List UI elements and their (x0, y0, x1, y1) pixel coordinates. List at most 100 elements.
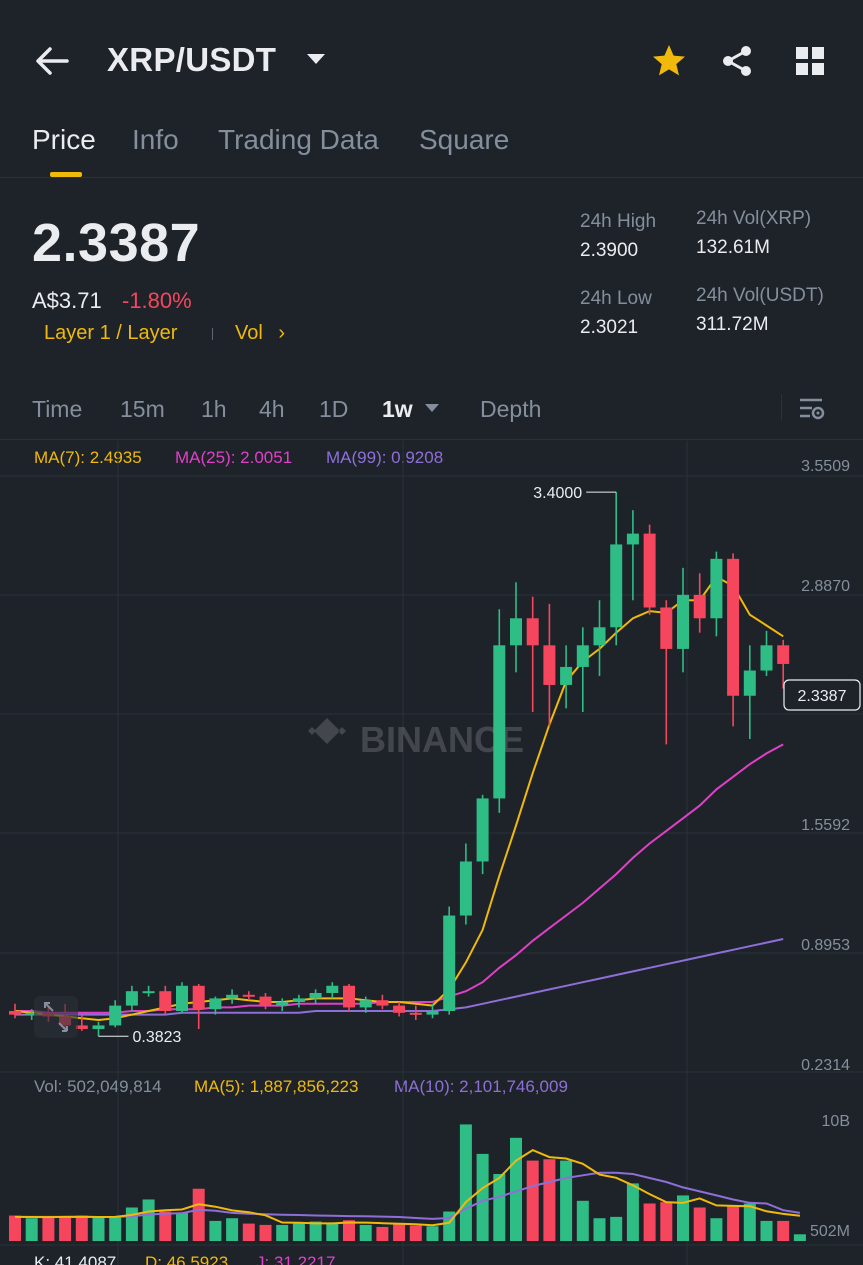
interval-15m[interactable]: 15m (120, 396, 165, 422)
share-icon[interactable] (720, 44, 754, 78)
volume-bar (359, 1224, 372, 1241)
candle-body (326, 985, 339, 993)
vol-tick-label: 10B (822, 1113, 850, 1130)
tab-info[interactable]: Info (132, 124, 179, 155)
tab-trading-data[interactable]: Trading Data (218, 124, 379, 155)
volume-bar (743, 1203, 756, 1241)
volume-bar (176, 1212, 188, 1241)
candle-body (710, 558, 723, 619)
vol-link[interactable]: Vol › (235, 322, 285, 345)
candle-body (677, 594, 689, 649)
interval-1w[interactable]: 1w (382, 396, 413, 422)
volume-bar (343, 1220, 355, 1241)
tab-price[interactable]: Price (32, 124, 96, 155)
volume-bar (710, 1218, 723, 1241)
legend-ma25: MA(25): 2.0051 (175, 448, 293, 467)
category-tag[interactable]: Layer 1 / Layer (44, 322, 178, 344)
vol-tick-label: 502M (810, 1223, 850, 1240)
volume-bar (292, 1222, 305, 1241)
candle-body (393, 1005, 406, 1013)
volume-bar (326, 1223, 339, 1241)
tab-square[interactable]: Square (419, 124, 510, 155)
legend-ma99: MA(99): 0.9208 (326, 448, 444, 467)
volume-bar (493, 1174, 506, 1241)
candle-body (593, 627, 606, 646)
interval-depth[interactable]: Depth (480, 396, 542, 422)
interval-1h[interactable]: 1h (201, 396, 227, 422)
candle-body (643, 533, 656, 608)
volume-bar (643, 1203, 656, 1241)
candle-body (576, 645, 589, 667)
y-tick-label: 3.5509 (801, 458, 850, 475)
candle-body (476, 798, 489, 862)
volume-bar (593, 1218, 606, 1241)
interval-4h[interactable]: 4h (259, 396, 285, 422)
expand-button (34, 996, 78, 1038)
candle-body (610, 544, 623, 628)
volume-bar (793, 1234, 806, 1241)
binance-logo-icon (308, 718, 346, 744)
stat-vol-usdt-value: 311.72M (696, 314, 769, 335)
last-price-tag: 2.3387 (798, 688, 847, 705)
candle-body (743, 670, 756, 696)
y-tick-label: 2.8870 (801, 578, 850, 595)
volume-bar (459, 1124, 472, 1241)
volume-bar (242, 1223, 255, 1241)
volume-bar (42, 1217, 55, 1241)
legend-ma7: MA(7): 2.4935 (34, 448, 142, 467)
candle-body (376, 1000, 389, 1006)
volume-bar (677, 1195, 689, 1241)
volume-bar (610, 1216, 623, 1241)
stat-vol-xrp-value: 132.61M (696, 237, 770, 258)
stat-24h-high-value: 2.3900 (580, 240, 639, 261)
legend-d: D: 46.5923 (145, 1253, 229, 1265)
pair-title[interactable]: XRP/USDT (107, 41, 277, 78)
legend-vol-ma5: MA(5): 1,887,856,223 (194, 1077, 359, 1096)
price-chart[interactable]: BINANCE 3.4000 0.3823 3.5509 2.8870 1.5592 0.8… (0, 441, 863, 1265)
ma25-line (15, 743, 784, 1014)
candle-body (142, 991, 155, 994)
candle-body (192, 985, 205, 1010)
grid-icon[interactable] (795, 46, 825, 76)
back-arrow-icon[interactable] (34, 44, 70, 78)
interval-caret-icon[interactable] (425, 404, 439, 412)
candle-body (292, 998, 305, 1003)
candle-body (343, 985, 355, 1008)
vol-ma10-line (15, 1171, 801, 1220)
ma7-line (14, 575, 784, 1022)
active-tab-indicator (50, 172, 82, 177)
volume-bar (393, 1223, 406, 1241)
candle-body (25, 1012, 38, 1015)
volume-bar (142, 1199, 155, 1241)
volume-bar (777, 1220, 790, 1241)
caret-down-icon[interactable] (307, 54, 325, 64)
stat-24h-low-label: 24h Low (580, 288, 652, 309)
stat-vol-xrp-label: 24h Vol(XRP) (696, 208, 812, 229)
last-price: 2.3387 (32, 213, 201, 273)
interval-1d[interactable]: 1D (319, 396, 349, 422)
chevron-right-icon: › (278, 322, 286, 344)
candle-body (226, 994, 239, 999)
vol-ma5-line (14, 1148, 801, 1227)
volume-bar (159, 1211, 172, 1241)
candle-body (626, 533, 639, 545)
candle-body (526, 618, 539, 646)
binance-watermark: BINANCE (308, 718, 524, 760)
volume-bar (526, 1160, 539, 1241)
chart-settings-icon[interactable] (798, 395, 826, 423)
candle-body (109, 1005, 122, 1026)
volume-bar (209, 1220, 222, 1241)
candle-body (660, 607, 673, 649)
volume-bar (192, 1188, 205, 1241)
fiat-price: A$3.71 (32, 288, 102, 313)
volume-bar (760, 1220, 773, 1241)
star-icon[interactable] (651, 43, 687, 79)
candle-body (9, 1011, 21, 1015)
volume-bar (727, 1206, 740, 1241)
legend-vol-ma10: MA(10): 2,101,746,009 (394, 1077, 568, 1096)
candle-body (727, 558, 740, 696)
candle-body (426, 1011, 439, 1015)
interval-time[interactable]: Time (32, 396, 83, 422)
candle-body (75, 1025, 88, 1030)
candle-body (459, 861, 472, 916)
